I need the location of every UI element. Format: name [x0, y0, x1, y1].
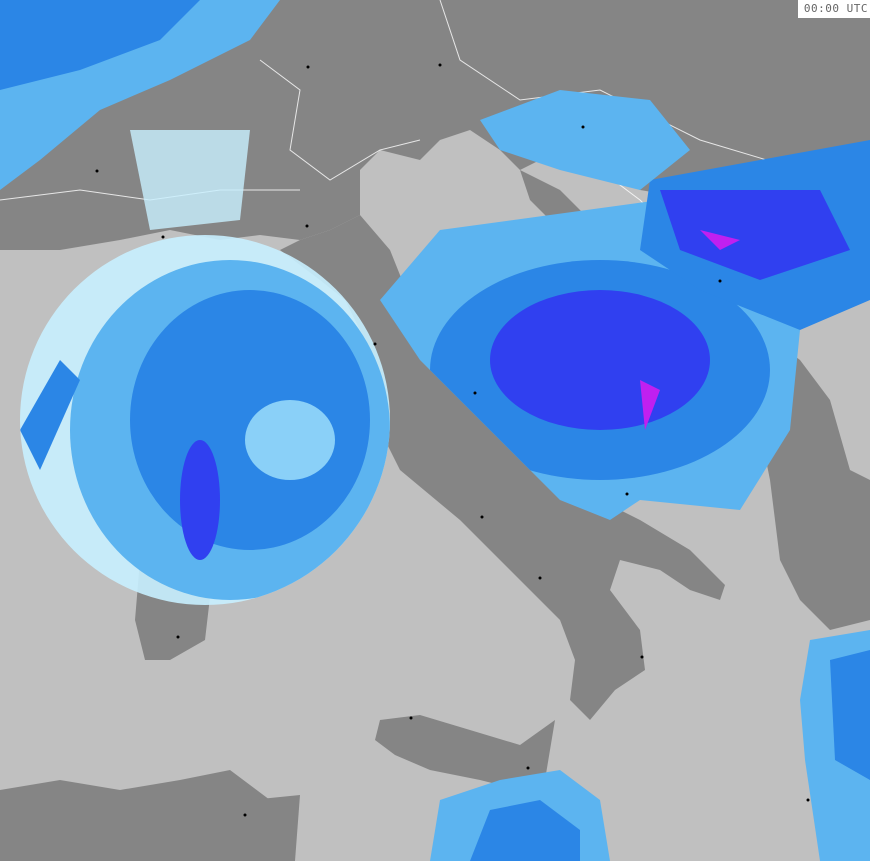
radar-northwest	[0, 0, 280, 230]
land-italy	[280, 215, 725, 720]
land-tunisia	[250, 795, 300, 861]
land-north-africa	[0, 770, 295, 861]
land-balkans	[520, 170, 870, 630]
radar-northeast	[480, 90, 870, 330]
radar-coverage-sardinia	[20, 235, 390, 605]
land-sicily	[375, 715, 555, 790]
radar-southeast	[800, 630, 870, 861]
timestamp-label: 00:00 UTC	[797, 0, 870, 18]
radar-sicily	[430, 770, 610, 861]
city-markers	[95, 63, 810, 817]
